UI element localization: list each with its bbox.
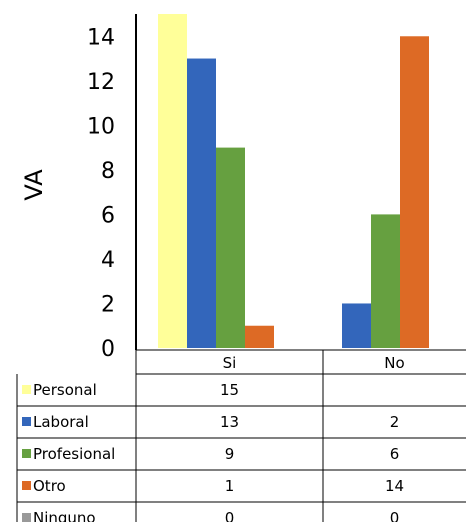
data-table: Si No Personal 15 Laboral 13 2 Profesional 9 6 Otr…: [16, 349, 466, 522]
legend-swatch-ninguno: [22, 513, 31, 522]
y-tick-label: 8: [101, 159, 115, 184]
y-tick-label: 2: [101, 292, 115, 317]
bar-otro-si: [245, 325, 274, 348]
cell-otro-no: 14: [385, 477, 404, 495]
legend-swatch-personal: [22, 385, 31, 394]
legend-label-ninguno: Ninguno: [33, 509, 96, 522]
cell-ninguno-no: 0: [390, 509, 400, 522]
bar-laboral-no: [342, 303, 371, 348]
y-tick-label: 6: [101, 203, 115, 228]
y-tick-label: 4: [101, 248, 115, 273]
bar-laboral-si: [187, 58, 216, 349]
table-header-no: No: [384, 354, 404, 372]
cell-otro-si: 1: [225, 477, 235, 495]
bar-personal-si: [158, 14, 187, 348]
cell-personal-si: 15: [220, 381, 239, 399]
y-axis-label: VA: [20, 169, 48, 201]
legend-swatch-profesional: [22, 449, 31, 458]
cell-ninguno-si: 0: [225, 509, 235, 522]
legend-label-laboral: Laboral: [33, 413, 89, 431]
y-tick-label: 12: [87, 70, 115, 95]
bar-otro-no: [400, 36, 429, 349]
legend-label-personal: Personal: [33, 381, 97, 399]
y-ticks: 0 2 4 6 8 10 12 14: [87, 25, 115, 362]
y-tick-label: 14: [87, 25, 115, 50]
legend-swatch-otro: [22, 481, 31, 490]
legend-label-otro: Otro: [33, 477, 66, 495]
table-header-si: Si: [223, 354, 237, 372]
cell-laboral-si: 13: [220, 413, 239, 431]
bar-profesional-no: [371, 214, 400, 348]
y-tick-label: 10: [87, 114, 115, 139]
cell-profesional-no: 6: [390, 445, 400, 463]
y-tick-label: 0: [101, 337, 115, 362]
bars: [158, 14, 429, 349]
cell-profesional-si: 9: [225, 445, 235, 463]
cell-laboral-no: 2: [390, 413, 400, 431]
bar-profesional-si: [216, 147, 245, 348]
legend-swatch-laboral: [22, 417, 31, 426]
legend-label-profesional: Profesional: [33, 445, 115, 463]
